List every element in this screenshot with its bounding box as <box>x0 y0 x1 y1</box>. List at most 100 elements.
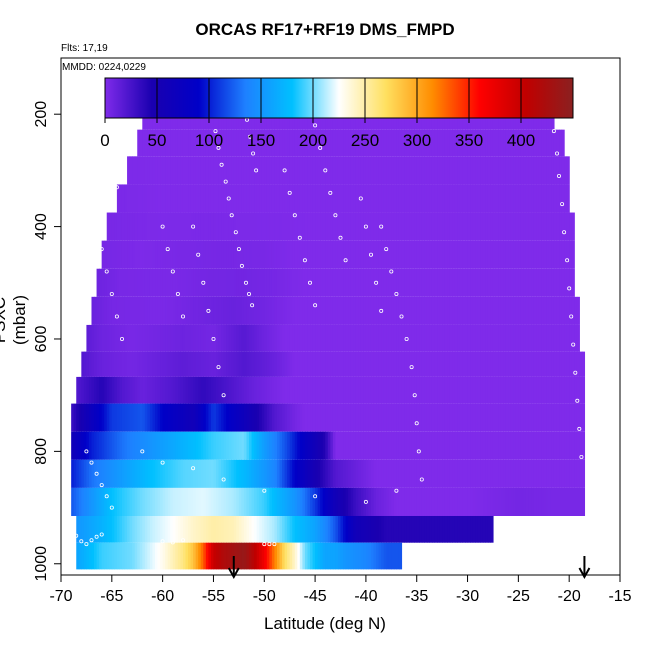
heatmap-cell <box>353 184 357 213</box>
heatmap-cell <box>477 324 481 352</box>
heatmap-cell <box>310 487 314 516</box>
heatmap-cell <box>518 240 522 269</box>
heatmap-cell <box>510 459 514 488</box>
heatmap-cell <box>523 403 527 432</box>
heatmap-cell <box>419 296 423 325</box>
heatmap-cell <box>216 403 220 432</box>
heatmap-cell <box>271 515 276 543</box>
heatmap-cell <box>317 156 321 185</box>
heatmap-cell <box>249 351 253 377</box>
heatmap-cell <box>304 542 309 570</box>
heatmap-cell <box>442 351 446 377</box>
heatmap-cell <box>411 376 415 404</box>
heatmap-cell <box>564 351 568 377</box>
heatmap-cell <box>83 351 88 377</box>
heatmap-cell <box>182 240 187 269</box>
heatmap-cell <box>429 129 433 157</box>
track-point <box>84 449 89 454</box>
heatmap-cell <box>378 515 382 543</box>
heatmap-cell <box>213 515 217 543</box>
heatmap-cell <box>498 376 502 404</box>
heatmap-cell <box>167 240 171 269</box>
heatmap-cell <box>505 431 509 460</box>
heatmap-cell <box>559 351 563 377</box>
heatmap-cell <box>520 268 525 297</box>
heatmap-cell <box>490 324 494 352</box>
heatmap-cell <box>345 129 349 157</box>
heatmap-cell <box>249 240 253 269</box>
heatmap-cell <box>132 296 136 325</box>
heatmap-cell <box>282 296 286 325</box>
heatmap-cell <box>170 240 174 269</box>
heatmap-cell <box>579 376 583 404</box>
heatmap-cell <box>325 212 329 241</box>
heatmap-cell <box>264 324 268 352</box>
heatmap-cell <box>94 324 98 352</box>
heatmap-cell <box>180 156 184 185</box>
heatmap-cell <box>406 156 410 185</box>
heatmap-cell <box>391 431 395 460</box>
heatmap-cell <box>393 324 397 352</box>
heatmap-cell <box>238 324 242 352</box>
heatmap-cell <box>210 156 215 185</box>
heatmap-cell <box>416 431 420 460</box>
heatmap-cell <box>287 268 291 297</box>
heatmap-cell <box>482 129 486 157</box>
track-point <box>328 190 333 195</box>
heatmap-cell <box>132 184 136 213</box>
heatmap-cell <box>434 515 438 543</box>
heatmap-cell <box>548 431 552 460</box>
heatmap-cell <box>548 212 552 241</box>
heatmap-cell <box>198 184 202 213</box>
heatmap-cell <box>383 212 387 241</box>
heatmap-cell <box>360 376 364 404</box>
heatmap-cell <box>297 459 301 488</box>
heatmap-cell <box>134 324 138 352</box>
heatmap-cell <box>571 487 575 516</box>
heatmap-cell <box>510 403 514 432</box>
track-point <box>394 488 399 493</box>
heatmap-cell <box>340 268 344 297</box>
heatmap-cell <box>195 403 199 432</box>
heatmap-cell <box>401 184 405 213</box>
heatmap-cell <box>310 184 314 213</box>
heatmap-cell <box>167 156 171 185</box>
heatmap-cell <box>569 403 573 432</box>
heatmap-cell <box>231 296 235 325</box>
heatmap-cell <box>358 542 362 570</box>
heatmap-cell <box>310 129 314 157</box>
heatmap-cell <box>487 240 492 269</box>
heatmap-cell <box>106 487 110 516</box>
heatmap-cell <box>124 324 128 352</box>
heatmap-cell <box>213 376 217 404</box>
heatmap-cell <box>114 459 118 488</box>
heatmap-cell <box>317 296 321 325</box>
heatmap-cell <box>327 542 331 570</box>
heatmap-cell <box>457 240 461 269</box>
heatmap-cell <box>327 184 331 213</box>
heatmap-cell <box>139 324 143 352</box>
heatmap-cell <box>226 324 230 352</box>
heatmap-cell <box>157 156 161 185</box>
heatmap-cell <box>276 351 281 377</box>
heatmap-cell <box>340 184 344 213</box>
heatmap-cell <box>475 459 479 488</box>
heatmap-cell <box>503 459 507 488</box>
heatmap-cell <box>373 268 377 297</box>
heatmap-cell <box>185 240 189 269</box>
heatmap-cell <box>378 542 382 570</box>
heatmap-cell <box>223 515 227 543</box>
heatmap-cell <box>210 487 215 516</box>
heatmap-cell <box>190 487 194 516</box>
heatmap-cell <box>94 431 98 460</box>
heatmap-cell <box>571 324 575 352</box>
heatmap-cell <box>304 459 309 488</box>
heatmap-cell <box>571 403 575 432</box>
heatmap-cell <box>195 351 199 377</box>
heatmap-cell <box>457 156 461 185</box>
heatmap-cell <box>416 351 420 377</box>
track-point <box>74 533 79 538</box>
heatmap-cell <box>249 268 253 297</box>
heatmap-cell <box>437 296 441 325</box>
heatmap-cell <box>195 459 199 488</box>
